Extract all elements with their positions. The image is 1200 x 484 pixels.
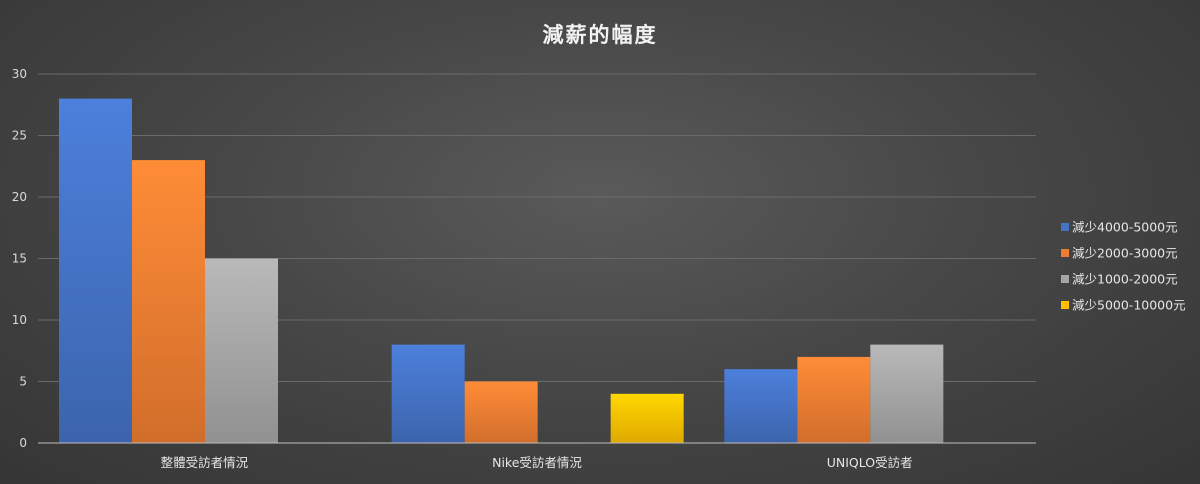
legend-label: 減少1000-2000元 (1072, 272, 1178, 287)
legend-swatch (1061, 275, 1069, 283)
bar (797, 356, 871, 443)
y-tick-label: 20 (12, 190, 27, 204)
bar (610, 393, 684, 443)
legend: 減少4000-5000元減少2000-3000元減少1000-2000元減少50… (1061, 220, 1186, 313)
legend-swatch (1061, 249, 1069, 257)
bar (464, 381, 538, 443)
bar (59, 98, 132, 443)
x-category-label: UNIQLO受訪者 (827, 455, 913, 470)
bar (391, 344, 465, 443)
bar (870, 344, 944, 443)
legend-label: 減少2000-3000元 (1072, 246, 1178, 261)
x-axis-categories: 整體受訪者情況 Nike受訪者情況 UNIQLO受訪者 (161, 455, 913, 470)
bar (132, 160, 205, 443)
bar (724, 369, 798, 443)
y-tick-label: 0 (19, 436, 27, 450)
y-tick-label: 10 (12, 313, 27, 327)
x-category-label: Nike受訪者情況 (492, 455, 582, 470)
y-tick-label: 15 (12, 252, 27, 266)
y-tick-label: 5 (19, 375, 27, 389)
legend-swatch (1061, 301, 1069, 309)
y-tick-label: 25 (12, 129, 27, 143)
bars (59, 98, 944, 443)
chart-title: 減薪的幅度 (543, 23, 658, 47)
y-axis-ticks: 0 5 10 15 20 25 30 (12, 67, 27, 450)
legend-label: 減少4000-5000元 (1072, 220, 1178, 235)
x-category-label: 整體受訪者情況 (161, 455, 249, 470)
bar (205, 258, 278, 443)
y-tick-label: 30 (12, 67, 27, 81)
legend-label: 減少5000-10000元 (1072, 298, 1186, 313)
legend-swatch (1061, 223, 1069, 231)
